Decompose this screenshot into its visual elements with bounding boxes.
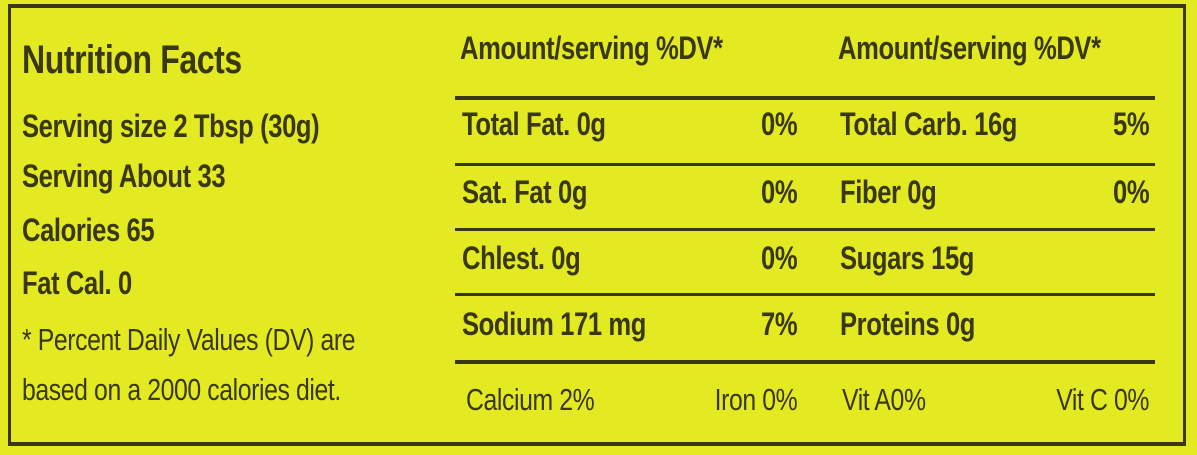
- servings-per-container: Serving About 33: [22, 158, 226, 194]
- nutrient-name: Proteins 0g: [840, 306, 976, 342]
- nutrient-name: Total Fat. 0g: [462, 106, 606, 142]
- nutrient-dv: 0%: [760, 106, 798, 142]
- nutrient-dv: 0%: [760, 240, 798, 276]
- nutrient-dv: 5%: [1112, 106, 1150, 142]
- vitamin-c: Vit C 0%: [1056, 382, 1149, 417]
- nutrient-name: Fiber 0g: [840, 174, 937, 210]
- nutrient-name: Sugars 15g: [840, 240, 975, 276]
- calories: Calories 65: [22, 212, 155, 248]
- serving-size: Serving size 2 Tbsp (30g): [22, 108, 320, 144]
- footnote-line-2: based on a 2000 calories diet.: [22, 372, 341, 407]
- header-divider: [455, 96, 1155, 100]
- iron: Iron 0%: [714, 382, 797, 417]
- label-title: Nutrition Facts: [22, 38, 242, 82]
- nutrient-dv: 0%: [760, 174, 798, 210]
- nutrient-name: Sodium 171 mg: [462, 306, 646, 342]
- nutrient-name: Chlest. 0g: [462, 240, 581, 276]
- row-divider: [455, 293, 1155, 296]
- row-divider: [455, 228, 1155, 231]
- nutrient-dv: 0%: [1112, 174, 1150, 210]
- row-divider: [455, 163, 1155, 166]
- nutrient-name: Sat. Fat 0g: [462, 174, 588, 210]
- column-header-2: Amount/serving %DV*: [838, 30, 1101, 66]
- row-divider: [455, 360, 1155, 364]
- footnote-line-1: * Percent Daily Values (DV) are: [22, 322, 356, 357]
- nutrient-dv: 7%: [760, 306, 798, 342]
- fat-calories: Fat Cal. 0: [22, 265, 132, 301]
- label-border: [8, 4, 1186, 446]
- calcium: Calcium 2%: [466, 382, 595, 417]
- column-header-1: Amount/serving %DV*: [460, 30, 723, 66]
- vitamin-a: Vit A0%: [842, 382, 926, 417]
- nutrient-name: Total Carb. 16g: [840, 106, 1018, 142]
